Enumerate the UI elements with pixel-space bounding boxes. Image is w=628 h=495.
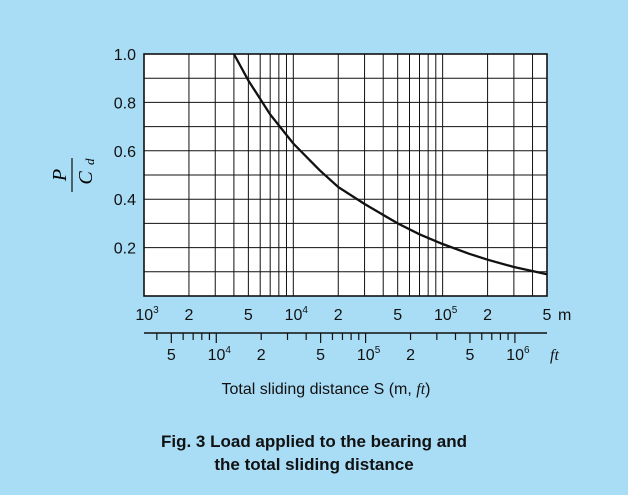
x-tick-label-m: 2 bbox=[184, 307, 193, 324]
y-tick-label: 0.8 bbox=[114, 95, 136, 112]
x-tick-label-m: 2 bbox=[334, 307, 343, 324]
x-axis-ft-ticks: 5 104 2 5 105 2 5 106 bbox=[167, 345, 530, 364]
x-axis-label: Total sliding distance S (m, ft) bbox=[222, 381, 431, 398]
x-axis-ft-unit: ft bbox=[550, 347, 559, 364]
x-tick-label-m: 2 bbox=[483, 307, 492, 324]
x-tick-label-ft: 105 bbox=[357, 345, 381, 364]
x-tick-label-ft: 2 bbox=[406, 347, 415, 364]
x-tick-label-ft: 2 bbox=[257, 347, 266, 364]
plot-frame bbox=[143, 53, 548, 297]
x-tick-label-m: 105 bbox=[434, 305, 458, 324]
y-axis-ticks: 1.0 0.8 0.6 0.4 0.2 bbox=[114, 47, 136, 258]
x-tick-label-ft: 5 bbox=[167, 347, 176, 364]
y-tick-label: 0.6 bbox=[114, 144, 136, 161]
y-tick-label: 0.4 bbox=[114, 192, 136, 209]
x-tick-label-ft: 5 bbox=[466, 347, 475, 364]
y-tick-label: 1.0 bbox=[114, 47, 136, 64]
figure-caption-line-2: the total sliding distance bbox=[214, 455, 414, 474]
x-tick-label-m: 104 bbox=[285, 305, 309, 324]
y-label-denominator: C bbox=[75, 171, 97, 185]
sliding-distance-chart: 1.00.80.60.40.2 P C d 103 2 5 104 2 5 105 2 5 m … bbox=[49, 47, 571, 398]
x-tick-label-ft: 5 bbox=[316, 347, 325, 364]
grid bbox=[144, 54, 547, 296]
x-tick-label-m: 5 bbox=[244, 307, 253, 324]
x-label-prefix: Total sliding distance S (m, bbox=[222, 381, 417, 398]
figure-caption-line-1: Fig. 3 Load applied to the bearing and bbox=[160, 432, 468, 451]
y-tick-label: 0.2 bbox=[114, 241, 136, 258]
y-label-numerator: P bbox=[49, 169, 71, 182]
y-axis-label: P C d bbox=[49, 158, 97, 192]
x-axis-m-unit: m bbox=[558, 307, 571, 324]
x-label-unit: ft bbox=[416, 381, 425, 398]
x-axis-m-ticks: 103 2 5 104 2 5 105 2 5 bbox=[135, 305, 551, 324]
x-tick-label-m: 103 bbox=[135, 305, 159, 324]
x-tick-label-m: 5 bbox=[393, 307, 402, 324]
x-label-suffix: ) bbox=[425, 381, 430, 398]
x-tick-label-ft: 106 bbox=[506, 345, 530, 364]
load-curve bbox=[232, 53, 548, 276]
y-label-denominator-sub: d bbox=[82, 158, 97, 165]
x-tick-label-ft: 104 bbox=[208, 345, 232, 364]
ft-axis-minor-ticks bbox=[156, 333, 516, 343]
x-tick-label-m: 5 bbox=[543, 307, 552, 324]
